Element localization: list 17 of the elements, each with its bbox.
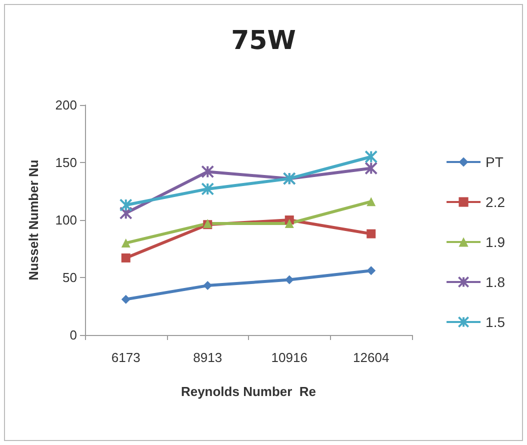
y-axis-title: Nusselt Number Nu <box>26 160 41 280</box>
y-tick-label: 0 <box>70 328 77 342</box>
legend-label: 2.2 <box>486 194 506 210</box>
x-tick-label: 6173 <box>111 350 140 365</box>
legend-label: 1.9 <box>486 234 506 250</box>
x-tick-label: 8913 <box>193 350 222 365</box>
y-tick-label: 200 <box>55 98 77 112</box>
legend-label: PT <box>486 154 504 170</box>
x-tick-label: 10916 <box>271 350 308 365</box>
y-tick-label: 50 <box>62 270 77 285</box>
chart-title: 75W <box>231 26 296 56</box>
x-tick-label: 12604 <box>353 350 390 365</box>
legend-label: 1.8 <box>486 274 506 290</box>
y-tick-label: 100 <box>55 212 77 228</box>
legend-label: 1.5 <box>486 314 506 330</box>
y-tick-label: 150 <box>55 155 77 170</box>
x-axis-title: Reynolds Number Re <box>180 384 316 399</box>
